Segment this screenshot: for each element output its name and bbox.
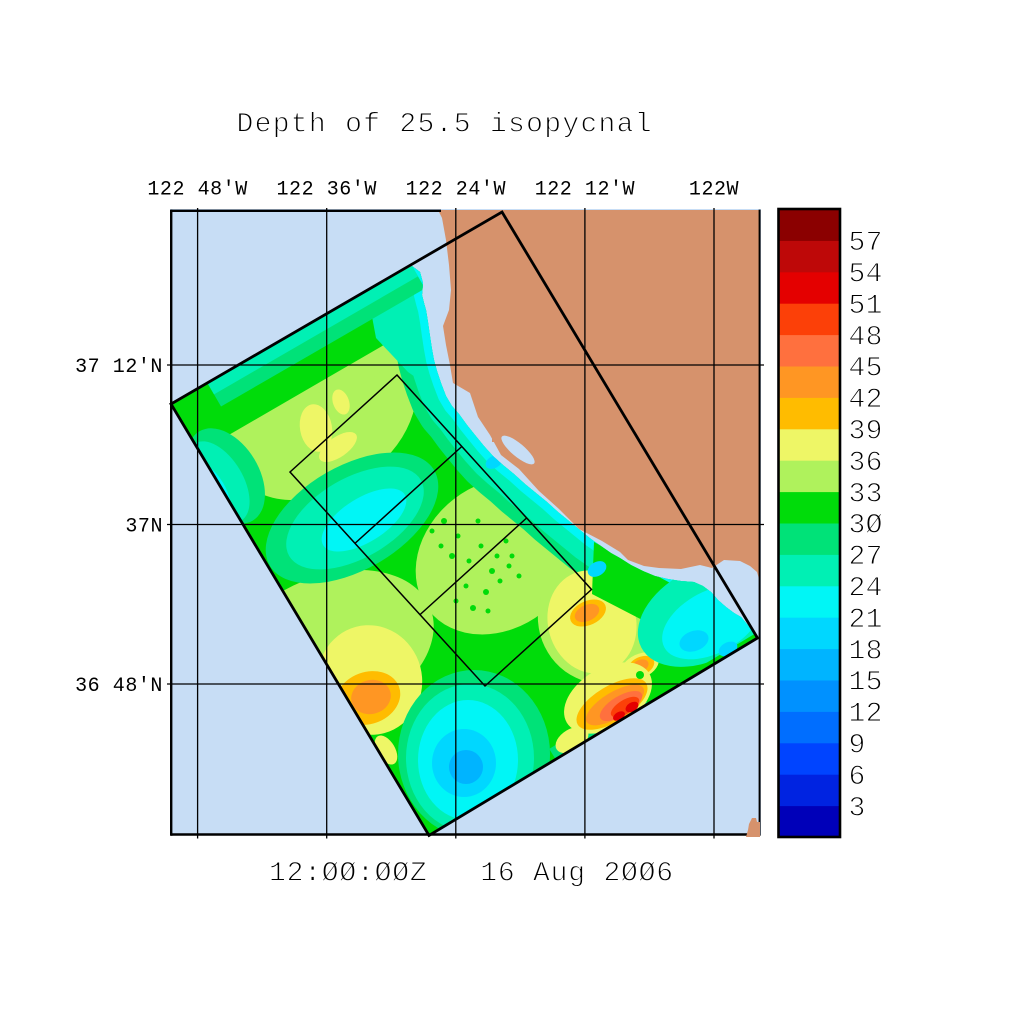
svg-text:27: 27 (849, 542, 883, 573)
svg-text:15: 15 (849, 668, 883, 699)
svg-text:36: 36 (849, 448, 883, 479)
svg-text:3Ø: 3Ø (849, 511, 883, 542)
svg-text:51: 51 (849, 291, 883, 322)
svg-text:48: 48 (849, 322, 883, 353)
svg-text:122 12'W: 122 12'W (535, 178, 635, 201)
svg-text:Depth of 25.5 isopycnal: Depth of 25.5 isopycnal (237, 110, 653, 141)
svg-text:122W: 122W (689, 178, 739, 201)
svg-text:9: 9 (849, 731, 866, 762)
svg-text:122 24'W: 122 24'W (406, 178, 506, 201)
svg-text:54: 54 (849, 260, 883, 291)
svg-text:3: 3 (849, 793, 866, 824)
svg-text:122 48'W: 122 48'W (147, 178, 247, 201)
svg-text:39: 39 (849, 417, 883, 448)
svg-text:18: 18 (849, 636, 883, 667)
svg-text:37 12'N: 37 12'N (75, 356, 163, 379)
svg-text:57: 57 (849, 228, 883, 259)
svg-text:45: 45 (849, 354, 883, 385)
svg-text:122 36'W: 122 36'W (276, 178, 376, 201)
svg-text:36 48'N: 36 48'N (75, 675, 163, 698)
svg-text:12:ØØ:ØØZ 16 Aug 2ØØ6: 12:ØØ:ØØZ 16 Aug 2ØØ6 (269, 859, 674, 890)
svg-text:42: 42 (849, 385, 883, 416)
svg-text:12: 12 (849, 699, 883, 730)
svg-text:6: 6 (849, 762, 866, 793)
svg-text:37N: 37N (125, 516, 163, 539)
svg-text:21: 21 (849, 605, 883, 636)
svg-text:33: 33 (849, 479, 883, 510)
svg-text:24: 24 (849, 574, 883, 605)
